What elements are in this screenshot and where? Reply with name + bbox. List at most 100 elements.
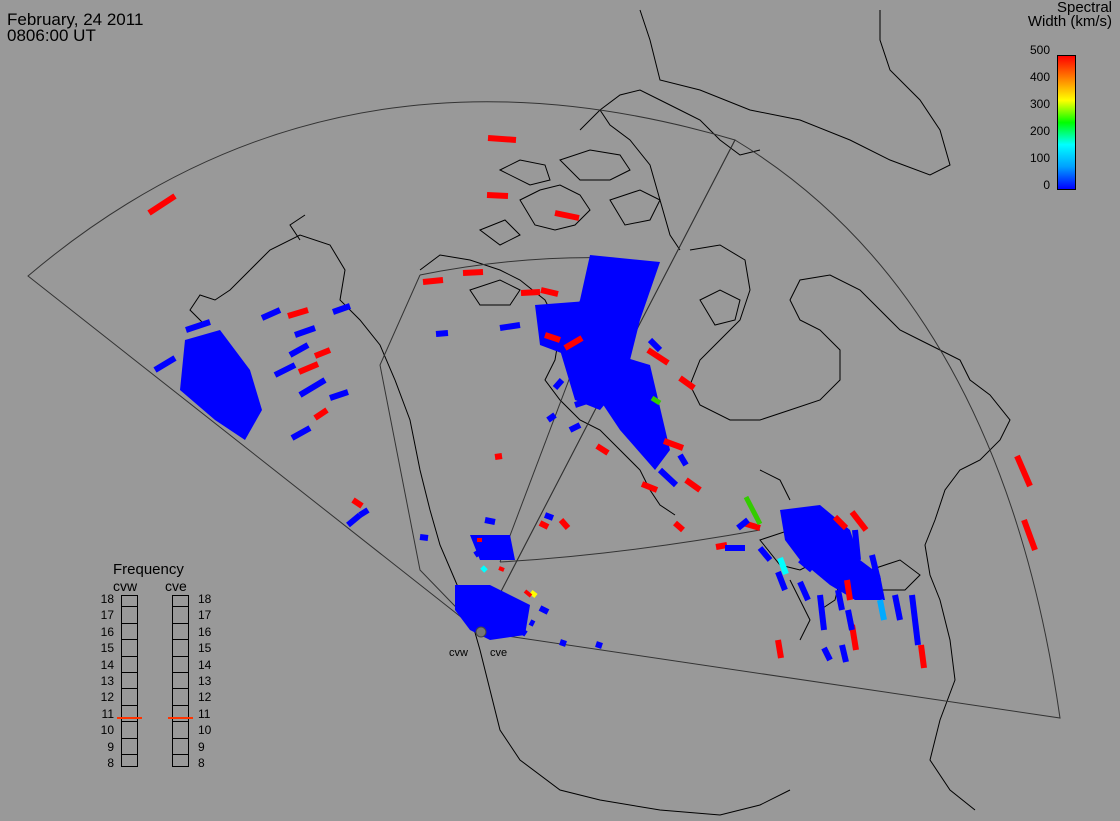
colorbar-tick-label: 100 — [1029, 151, 1050, 165]
scatter-cell — [185, 319, 211, 333]
scatter-cell — [832, 514, 849, 531]
freq-gridline — [172, 639, 188, 641]
scatter-cell — [535, 300, 610, 360]
scatter-cell — [543, 512, 555, 521]
scatter-cell — [313, 347, 332, 359]
scatter-cell — [273, 362, 297, 378]
freq-scale-label: 8 — [107, 756, 114, 770]
freq-scale-box-cvw — [121, 595, 138, 767]
scatter-cell — [346, 512, 362, 528]
freq-scale-label: 17 — [100, 608, 114, 623]
scatter-cell — [538, 605, 550, 615]
scatter-cell — [329, 389, 349, 401]
scatter-cell — [554, 210, 580, 221]
scatter-cell — [849, 510, 869, 532]
freq-scale-label: 14 — [198, 657, 212, 672]
freq-gridline — [121, 754, 137, 755]
scatter-cell — [294, 325, 316, 338]
scatter-cell — [499, 322, 521, 331]
scatter-cell — [563, 335, 584, 351]
scatter-cell — [673, 520, 685, 533]
scatter-cell — [546, 412, 557, 423]
freq-selected-marker — [117, 716, 142, 719]
scatter-cell — [538, 520, 550, 530]
freq-col-label-cvw: cvw — [113, 578, 138, 594]
scatter-cell — [821, 646, 833, 662]
scatter-cell — [646, 347, 670, 366]
scatter-cell — [574, 397, 591, 408]
freq-scale-label: 9 — [198, 739, 205, 754]
freq-gridline — [121, 622, 137, 624]
scatter-cell — [422, 277, 444, 285]
freq-gridline — [121, 606, 137, 608]
date-label: February, 24 2011 — [7, 10, 144, 29]
scatter-cell — [1014, 454, 1033, 488]
freq-scale-label: 15 — [100, 641, 114, 656]
freq-gridline — [172, 688, 188, 690]
scatter-cell — [484, 517, 496, 525]
scatter-cell — [313, 407, 329, 421]
scatter-cell — [419, 534, 429, 541]
freq-gridline — [121, 655, 137, 657]
colorbar-tick-label: 200 — [1029, 124, 1050, 138]
scatter-cell — [153, 355, 177, 373]
scatter-cell — [480, 565, 488, 573]
scatter-cell — [290, 425, 312, 441]
scatter-cell — [435, 330, 449, 337]
scatter-cell — [540, 287, 559, 297]
scatter-cell — [877, 599, 887, 621]
freq-gridline — [172, 754, 188, 755]
colorbar-tick-label: 500 — [1029, 43, 1050, 57]
scatter-cell — [595, 443, 610, 456]
scatter-cell — [845, 609, 855, 631]
freq-gridline — [121, 704, 137, 706]
freq-gridline — [121, 688, 137, 690]
scatter-cell — [595, 641, 603, 649]
scatter-cell — [798, 557, 814, 573]
freq-scale-label: 10 — [198, 723, 212, 738]
backscatter-cells — [147, 135, 1038, 669]
colorbar-tick-label: 0 — [1043, 178, 1050, 192]
scatter-cell — [780, 505, 885, 600]
scatter-cell — [743, 495, 763, 526]
freq-gridline — [121, 721, 137, 723]
freq-scale-label: 8 — [198, 756, 205, 770]
freq-scale-label: 18 — [198, 592, 212, 606]
scatter-cell — [736, 517, 750, 531]
freq-gridline — [172, 737, 188, 739]
scatter-cell — [568, 422, 582, 433]
colorbar — [1057, 55, 1076, 190]
scatter-cell — [918, 644, 927, 669]
scatter-cell — [183, 369, 207, 383]
scatter-cell — [559, 639, 567, 647]
scatter-cell — [600, 350, 670, 470]
freq-scale-label: 11 — [101, 706, 114, 721]
radar-site-marker — [475, 626, 487, 638]
freq-gridline — [121, 639, 137, 641]
scatter-cell — [462, 269, 484, 276]
scatter-cell — [817, 594, 827, 631]
site-label-cve: cve — [490, 647, 508, 659]
scatter-cell — [558, 518, 571, 530]
scatter-cell — [869, 554, 881, 581]
freq-scale-label: 12 — [198, 690, 212, 705]
scatter-cell — [839, 644, 849, 663]
scatter-cell — [332, 303, 351, 315]
scatter-cell — [662, 438, 685, 451]
scatter-cell — [844, 579, 853, 601]
scatter-cell — [486, 192, 509, 199]
scatter-cell — [147, 193, 177, 216]
scatter-cell — [455, 585, 530, 640]
freq-scale-label: 14 — [100, 657, 114, 672]
scatter-cell — [1021, 518, 1038, 552]
colorbar-title-line1: Spectral — [1056, 0, 1112, 16]
scatter-cell — [518, 627, 528, 637]
time-label: 0806:00 UT — [7, 26, 96, 45]
frequency-title: Frequency — [113, 561, 184, 578]
scatter-cell — [298, 377, 327, 398]
field-of-view-outline — [27, 101, 1061, 719]
freq-col-label-cve: cve — [165, 578, 187, 594]
scatter-cell — [520, 289, 541, 296]
scatter-cell — [757, 546, 773, 562]
coastline-layer — [189, 9, 1011, 816]
